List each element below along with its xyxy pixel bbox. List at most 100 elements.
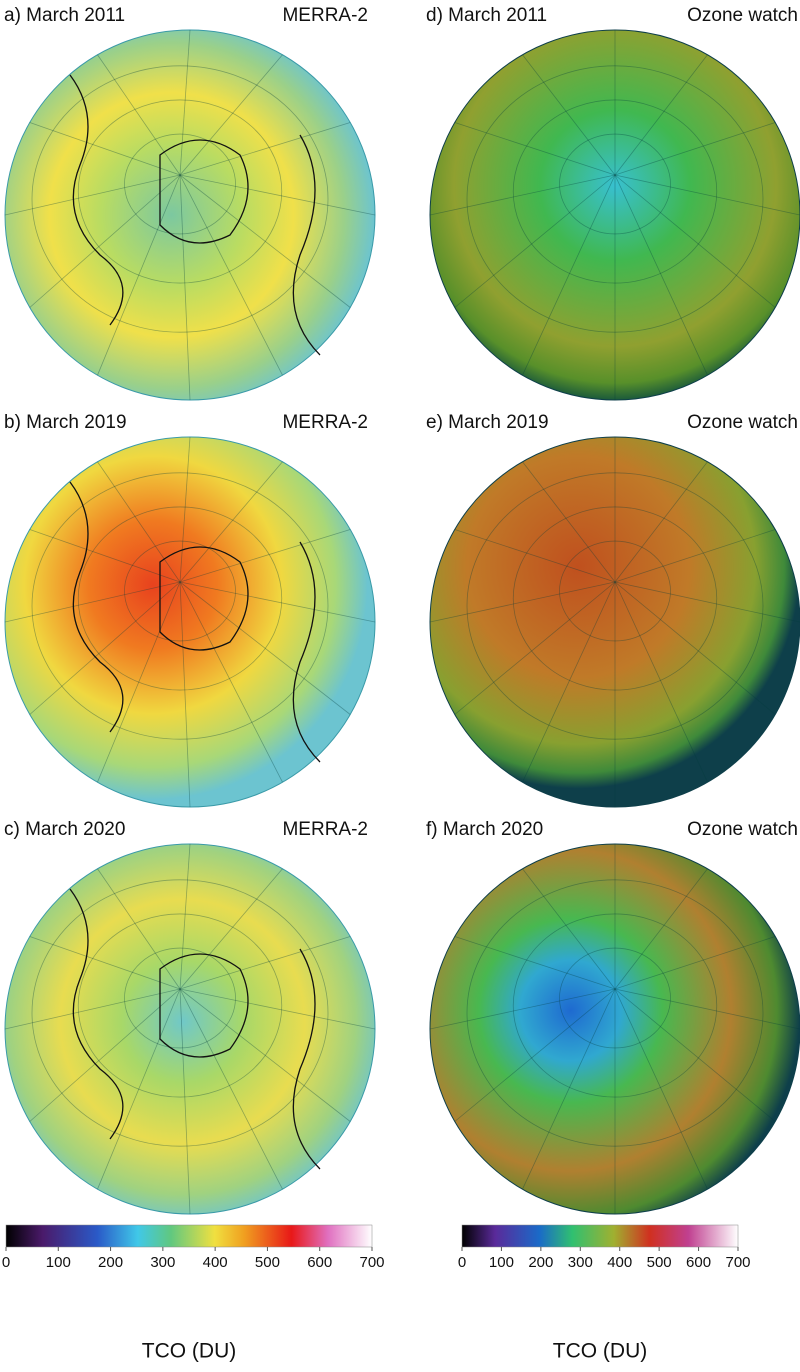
latitude-line bbox=[77, 506, 283, 691]
meridian bbox=[614, 988, 800, 1030]
meridian bbox=[179, 122, 351, 176]
meridian bbox=[179, 581, 351, 715]
meridian bbox=[179, 868, 283, 990]
panel-label: f) March 2020 bbox=[426, 819, 543, 840]
meridian bbox=[454, 174, 616, 308]
meridian bbox=[29, 529, 181, 583]
panel-source: MERRA-2 bbox=[282, 5, 368, 26]
meridian bbox=[614, 174, 776, 308]
globe bbox=[429, 843, 800, 1215]
meridian bbox=[454, 581, 616, 715]
meridian bbox=[454, 529, 616, 583]
globe bbox=[429, 436, 800, 808]
meridian bbox=[614, 461, 708, 583]
latitude-line bbox=[77, 913, 283, 1098]
panel-source: Ozone watch bbox=[687, 5, 798, 26]
globe-disc bbox=[429, 843, 800, 1215]
meridian bbox=[179, 174, 191, 401]
globe-disc bbox=[4, 29, 376, 401]
meridian bbox=[179, 174, 376, 216]
meridian bbox=[97, 988, 181, 1190]
colorbar bbox=[461, 1224, 739, 1248]
tick-label: 600 bbox=[686, 1254, 711, 1271]
panel-source: Ozone watch bbox=[687, 412, 798, 433]
meridian bbox=[179, 843, 191, 990]
meridian bbox=[614, 122, 776, 176]
panel-source: MERRA-2 bbox=[282, 412, 368, 433]
latitude-line bbox=[124, 540, 236, 642]
meridian bbox=[614, 581, 800, 623]
colorbar bbox=[5, 1224, 373, 1248]
colorbar-label: TCO (DU) bbox=[553, 1340, 647, 1363]
latitude-line bbox=[466, 472, 764, 740]
tick-label: 700 bbox=[359, 1254, 384, 1271]
panel-label: a) March 2011 bbox=[4, 5, 125, 26]
meridian bbox=[179, 988, 376, 1030]
tick-label: 400 bbox=[203, 1254, 228, 1271]
colorbar-label: TCO (DU) bbox=[142, 1340, 236, 1363]
latitude-line bbox=[124, 947, 236, 1049]
latitude-line bbox=[31, 472, 329, 740]
meridian bbox=[614, 988, 776, 1122]
tick-label: 300 bbox=[568, 1254, 593, 1271]
meridian bbox=[179, 581, 376, 623]
meridian bbox=[614, 174, 800, 216]
meridian bbox=[614, 54, 708, 176]
panel-label: b) March 2019 bbox=[4, 412, 127, 433]
tick-label: 500 bbox=[647, 1254, 672, 1271]
tick-label: 400 bbox=[607, 1254, 632, 1271]
tick-label: 0 bbox=[2, 1254, 10, 1271]
meridian bbox=[454, 122, 616, 176]
meridian bbox=[179, 436, 191, 583]
meridian bbox=[179, 988, 191, 1215]
tick-label: 600 bbox=[307, 1254, 332, 1271]
meridian bbox=[522, 54, 616, 176]
latitude-line bbox=[559, 947, 671, 1049]
meridian bbox=[29, 581, 181, 715]
meridian bbox=[429, 988, 616, 1030]
meridian bbox=[179, 581, 283, 783]
meridian bbox=[29, 988, 181, 1122]
meridian bbox=[179, 936, 351, 990]
meridian bbox=[97, 868, 181, 990]
meridian bbox=[522, 988, 616, 1190]
panel-label: e) March 2019 bbox=[426, 412, 549, 433]
meridian bbox=[29, 122, 181, 176]
coastline bbox=[69, 481, 321, 763]
globe-disc bbox=[429, 29, 800, 401]
meridian bbox=[4, 581, 181, 623]
latitude-line bbox=[124, 133, 236, 235]
latitude-line bbox=[466, 65, 764, 333]
latitude-line bbox=[466, 879, 764, 1147]
meridian bbox=[179, 988, 351, 1122]
latitude-line bbox=[77, 99, 283, 284]
tick-label: 700 bbox=[725, 1254, 750, 1271]
meridian bbox=[179, 174, 351, 308]
tick-label: 500 bbox=[255, 1254, 280, 1271]
meridian bbox=[522, 868, 616, 990]
tick-label: 100 bbox=[489, 1254, 514, 1271]
meridian bbox=[179, 29, 191, 176]
meridian bbox=[454, 988, 616, 1122]
latitude-line bbox=[559, 540, 671, 642]
meridian bbox=[179, 529, 351, 583]
globe bbox=[4, 843, 376, 1215]
coastline bbox=[69, 74, 321, 356]
meridian bbox=[97, 54, 181, 176]
latitude-line bbox=[512, 506, 718, 691]
globe-disc bbox=[4, 843, 376, 1215]
tick-label: 100 bbox=[46, 1254, 71, 1271]
latitude-line bbox=[512, 99, 718, 284]
meridian bbox=[614, 936, 776, 990]
meridian bbox=[454, 936, 616, 990]
panel-source: Ozone watch bbox=[687, 819, 798, 840]
tick-label: 0 bbox=[458, 1254, 466, 1271]
coastline bbox=[69, 888, 321, 1170]
meridian bbox=[614, 581, 776, 715]
meridian bbox=[97, 174, 181, 376]
meridian bbox=[179, 54, 283, 176]
meridian bbox=[522, 461, 616, 583]
meridian bbox=[614, 868, 708, 990]
tick-label: 200 bbox=[98, 1254, 123, 1271]
